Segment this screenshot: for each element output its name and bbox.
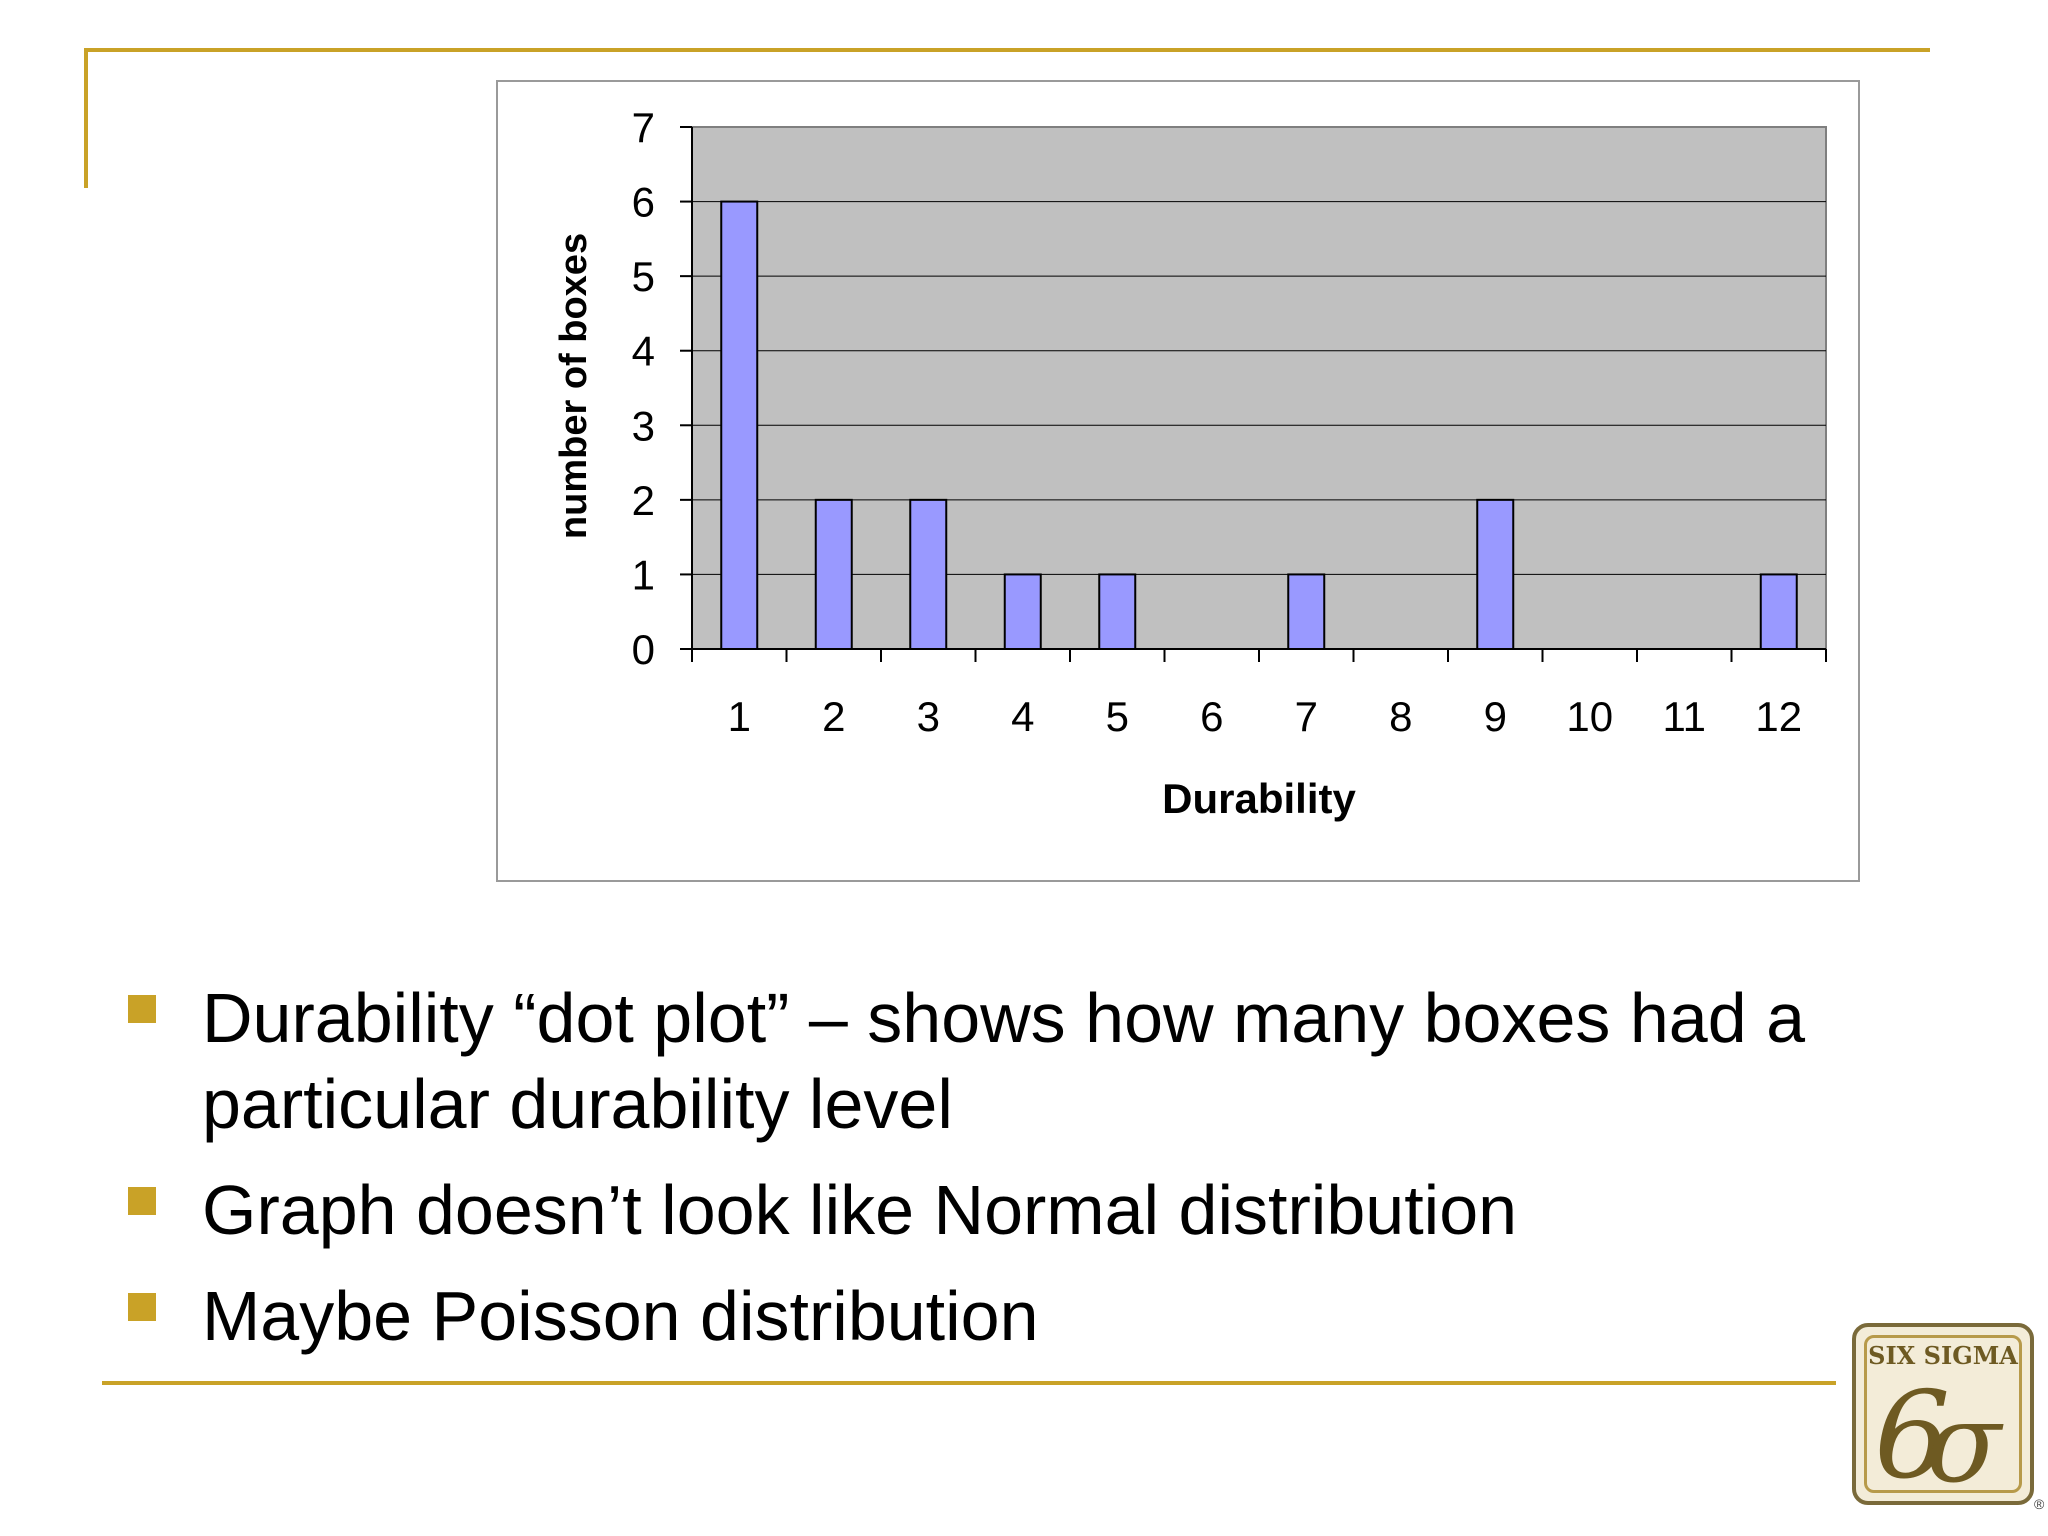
y-tick-label: 0: [632, 626, 655, 673]
bar: [814, 498, 853, 650]
six-sigma-logo-icon: 6 σ: [1874, 1373, 2004, 1493]
y-tick-label: 2: [632, 477, 655, 524]
bullet-text: Graph doesn’t look like Normal distribut…: [202, 1171, 1518, 1249]
bottom-rule: [102, 1381, 1836, 1385]
logo-text: SIX SIGMA: [1868, 1341, 2018, 1370]
bullet-square-icon: [128, 1293, 156, 1321]
x-tick-label: 2: [822, 693, 845, 740]
y-tick-label: 5: [632, 253, 655, 300]
bullet-item: Durability “dot plot” – shows how many b…: [120, 975, 1920, 1147]
x-tick-label: 8: [1389, 693, 1412, 740]
svg-text:6: 6: [1874, 1373, 1950, 1493]
bars: [720, 200, 1798, 651]
bar: [720, 200, 759, 650]
y-tick-label: 6: [632, 179, 655, 226]
bullet-item: Maybe Poisson distribution: [120, 1273, 1920, 1359]
bullet-text: Durability “dot plot” – shows how many b…: [202, 979, 1806, 1143]
logo-inner-border: [1864, 1335, 2022, 1493]
bullet-list: Durability “dot plot” – shows how many b…: [120, 975, 1920, 1379]
bullet-square-icon: [128, 1187, 156, 1215]
plot-area: [691, 126, 1827, 650]
y-tick-label: 7: [632, 104, 655, 151]
y-tick-label: 1: [632, 551, 655, 598]
axes: [680, 126, 1827, 662]
bar: [1759, 573, 1798, 651]
x-tick-label: 5: [1106, 693, 1129, 740]
x-tick-label: 9: [1484, 693, 1507, 740]
bar: [1287, 573, 1326, 651]
x-tick-label: 6: [1200, 693, 1223, 740]
x-tick-label: 1: [728, 693, 751, 740]
x-axis-label: Durability: [1162, 775, 1356, 822]
bullet-text: Maybe Poisson distribution: [202, 1277, 1039, 1355]
six-sigma-logo: SIX SIGMA 6 σ: [1852, 1323, 2034, 1505]
x-tick-label: 4: [1011, 693, 1034, 740]
y-tick-label: 3: [632, 402, 655, 449]
svg-text:σ: σ: [1926, 1379, 2004, 1493]
bar: [1003, 573, 1042, 651]
bar: [1476, 498, 1515, 650]
bar: [909, 498, 948, 650]
bullet-item: Graph doesn’t look like Normal distribut…: [120, 1167, 1920, 1253]
left-rule: [84, 48, 88, 188]
x-tick-label: 7: [1295, 693, 1318, 740]
y-axis-label: number of boxes: [553, 233, 595, 539]
bullet-square-icon: [128, 995, 156, 1023]
x-tick-label: 12: [1755, 693, 1802, 740]
x-tick-label: 3: [917, 693, 940, 740]
gridlines: [692, 201, 1826, 575]
x-tick-label: 10: [1566, 693, 1613, 740]
y-tick-label: 4: [632, 328, 655, 375]
top-rule: [84, 48, 1930, 52]
registered-mark: ®: [2034, 1496, 2045, 1512]
x-tick-label: 11: [1662, 693, 1706, 740]
bar: [1098, 573, 1137, 651]
